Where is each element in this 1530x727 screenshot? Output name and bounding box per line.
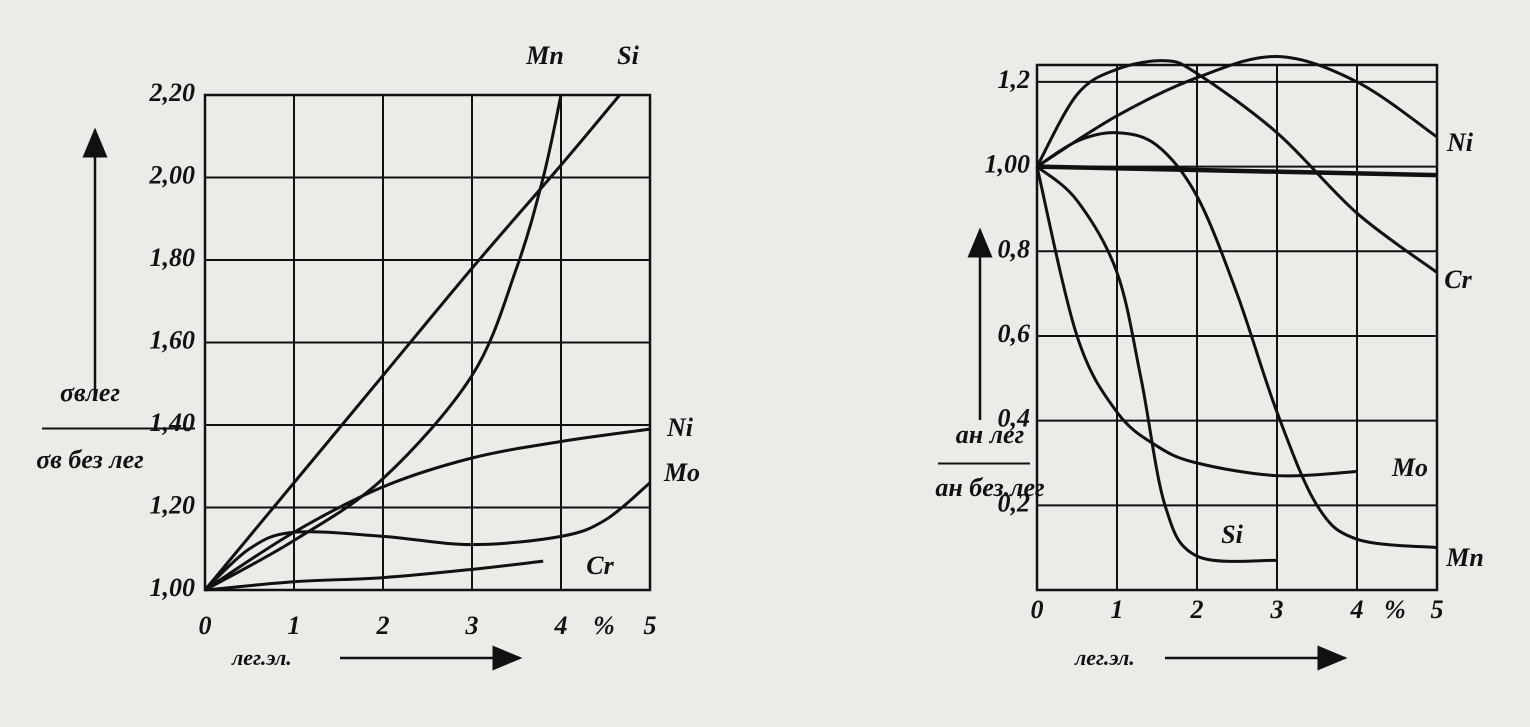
x-tick-label: 0 bbox=[1031, 595, 1044, 624]
data-line bbox=[204, 427, 651, 592]
x-tick-label: 4 bbox=[554, 611, 568, 640]
y-tick-label: 1,00 bbox=[985, 150, 1031, 179]
data-line bbox=[203, 94, 621, 591]
y-tick-label: 1,00 bbox=[150, 573, 196, 602]
x-tick-label: 5 bbox=[1431, 595, 1444, 624]
y-axis-label-top: σвлег bbox=[60, 378, 120, 407]
y-tick-label: 1,80 bbox=[150, 243, 196, 272]
x-unit: % bbox=[593, 611, 615, 640]
y-axis-label-top: ан лег bbox=[956, 420, 1024, 449]
data-line bbox=[1036, 55, 1438, 168]
y-tick-label: 0,4 bbox=[998, 404, 1031, 433]
y-tick-label: 0,8 bbox=[998, 234, 1031, 263]
data-line bbox=[203, 481, 651, 592]
series-label: Ni bbox=[1446, 128, 1474, 157]
y-axis-label-bottom: σв без лег bbox=[36, 445, 143, 474]
x-tick-label: 3 bbox=[465, 611, 479, 640]
series-label: Ni bbox=[666, 413, 694, 442]
y-tick-label: 0,6 bbox=[998, 319, 1031, 348]
x-tick-label: 1 bbox=[1111, 595, 1124, 624]
series-label: Cr bbox=[1444, 265, 1472, 294]
x-tick-label: 2 bbox=[376, 611, 390, 640]
y-tick-label: 2,20 bbox=[149, 78, 196, 107]
y-tick-label: 1,60 bbox=[150, 325, 196, 354]
series-label: Mn bbox=[1445, 543, 1484, 572]
x-tick-label: 4 bbox=[1350, 595, 1364, 624]
series-label: Cr bbox=[586, 551, 614, 580]
x-tick-label: 5 bbox=[644, 611, 657, 640]
x-axis-label: лег.эл. bbox=[1074, 645, 1135, 670]
data-line bbox=[1036, 165, 1278, 563]
x-tick-label: 1 bbox=[288, 611, 301, 640]
series-label: Mo bbox=[1391, 453, 1428, 482]
data-line bbox=[1036, 164, 1438, 178]
y-axis-label-bottom: ан без.лег bbox=[935, 473, 1044, 502]
y-tick-label: 1,20 bbox=[150, 490, 196, 519]
series-label: Mo bbox=[663, 458, 700, 487]
y-tick-label: 0,2 bbox=[998, 488, 1031, 517]
data-line bbox=[204, 94, 563, 592]
data-line bbox=[1036, 131, 1438, 550]
data-line bbox=[204, 559, 544, 592]
x-unit: % bbox=[1384, 595, 1406, 624]
y-tick-label: 1,40 bbox=[150, 408, 196, 437]
x-tick-label: 3 bbox=[1270, 595, 1284, 624]
x-tick-label: 2 bbox=[1190, 595, 1204, 624]
y-tick-label: 1,2 bbox=[998, 65, 1031, 94]
series-label: Si bbox=[617, 41, 639, 70]
x-tick-label: 0 bbox=[199, 611, 212, 640]
x-axis-label: лег.эл. bbox=[231, 645, 292, 670]
series-label: Si bbox=[1221, 520, 1243, 549]
y-tick-label: 2,00 bbox=[149, 160, 196, 189]
data-line bbox=[1035, 59, 1438, 274]
data-line bbox=[1035, 166, 1358, 478]
series-label: Mn bbox=[525, 41, 564, 70]
